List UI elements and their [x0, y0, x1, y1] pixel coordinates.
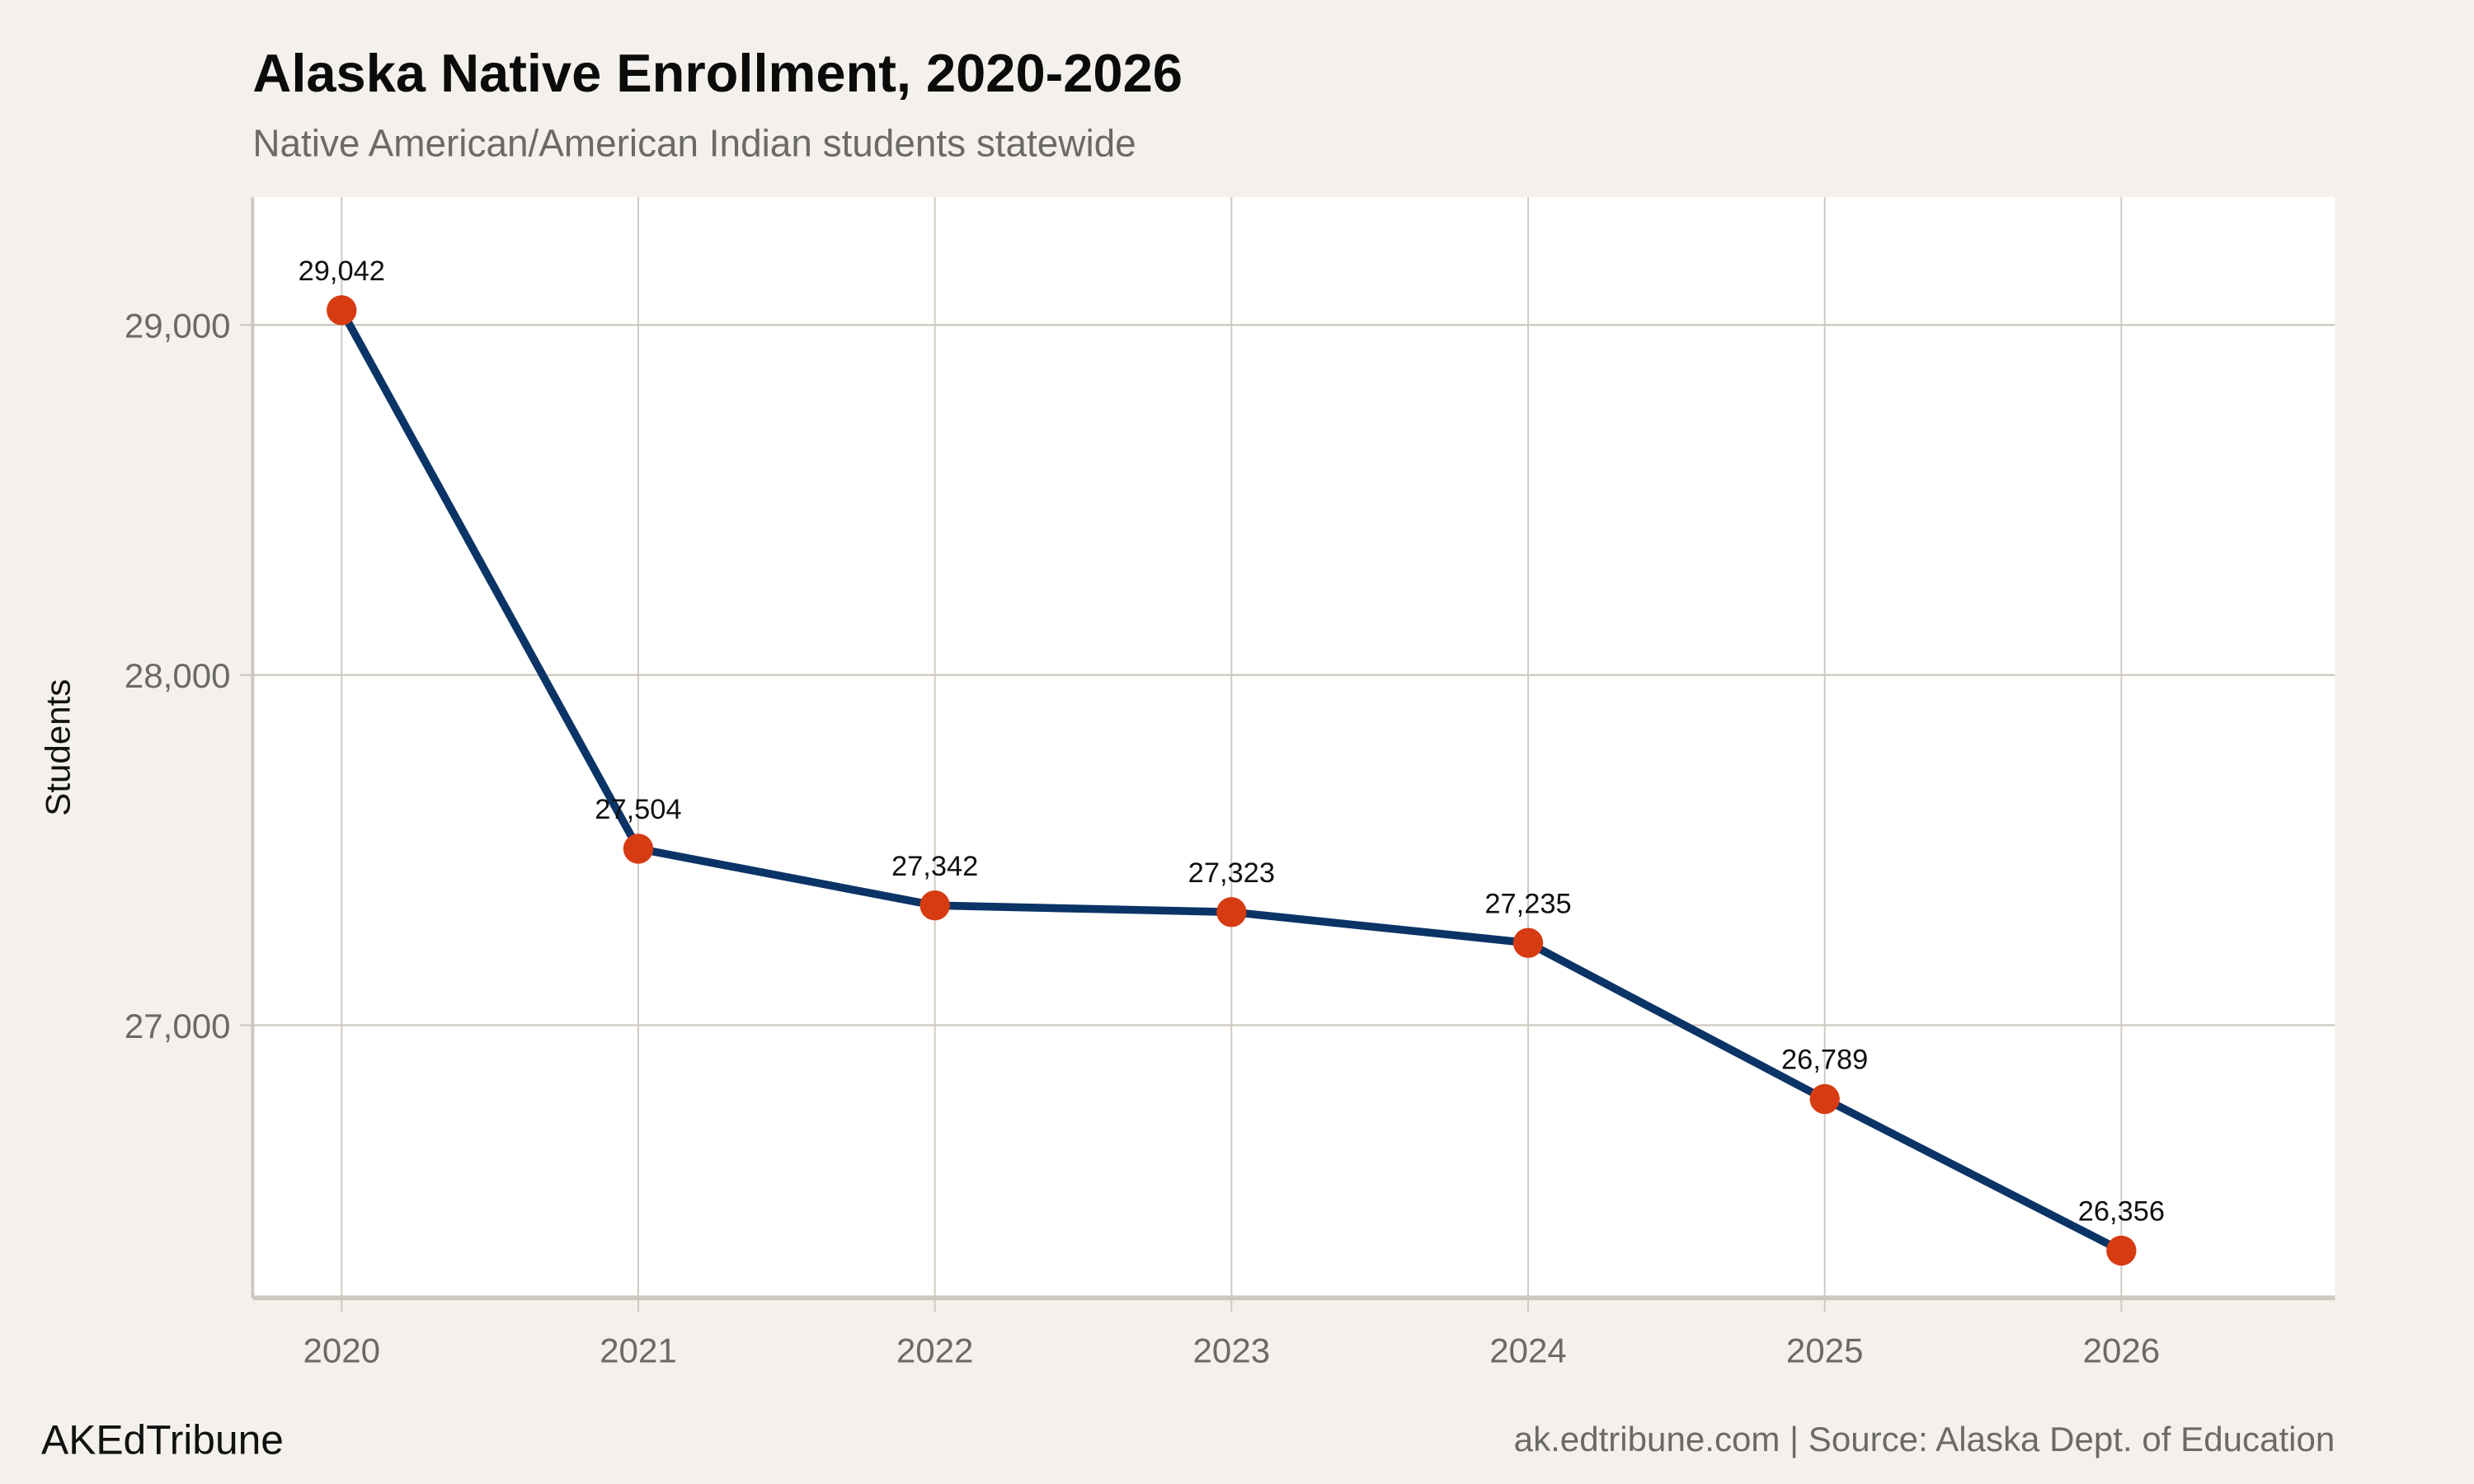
brand-logo-text: AKEdTribune [41, 1417, 284, 1463]
data-label: 26,356 [2078, 1196, 2165, 1228]
data-point [1512, 928, 1544, 958]
y-tick-label: 28,000 [125, 656, 231, 695]
y-axis-label: Students [38, 679, 77, 816]
data-label: 27,235 [1484, 888, 1571, 919]
x-tick-label: 2020 [303, 1331, 380, 1370]
axes [240, 197, 2335, 1313]
data-label: 27,323 [1188, 857, 1275, 889]
x-tick-label: 2024 [1489, 1331, 1567, 1370]
x-tick-label: 2022 [896, 1331, 974, 1370]
data-point [1216, 897, 1247, 928]
chart-title: Alaska Native Enrollment, 2020-2026 [252, 43, 1183, 103]
data-point [623, 834, 654, 864]
y-tick-label: 27,000 [125, 1007, 231, 1045]
x-tick-label: 2021 [600, 1331, 677, 1370]
data-point [2106, 1235, 2137, 1266]
source-caption: ak.edtribune.com | Source: Alaska Dept. … [1514, 1420, 2335, 1458]
data-label: 27,342 [891, 851, 978, 882]
data-point [920, 890, 950, 921]
data-label: 27,504 [595, 794, 681, 825]
x-tick-label: 2025 [1786, 1331, 1864, 1370]
tick-labels: 2020 2021 2022 2023 2024 2025 2026 27,000 28,000… [125, 306, 2160, 1369]
x-tick-label: 2026 [2083, 1331, 2161, 1370]
chart-subtitle: Native American/American Indian students… [252, 121, 1136, 164]
data-label: 26,789 [1781, 1045, 1868, 1076]
data-point [327, 295, 357, 326]
data-point [1809, 1083, 1840, 1115]
grid [252, 197, 2335, 1298]
series: 29,042 27,504 27,342 27,323 27,235 26,789 26,3… [299, 256, 2165, 1266]
plot-panel [252, 197, 2335, 1298]
y-tick-label: 29,000 [125, 306, 231, 345]
x-tick-label: 2023 [1193, 1331, 1271, 1370]
data-label: 29,042 [299, 256, 385, 287]
